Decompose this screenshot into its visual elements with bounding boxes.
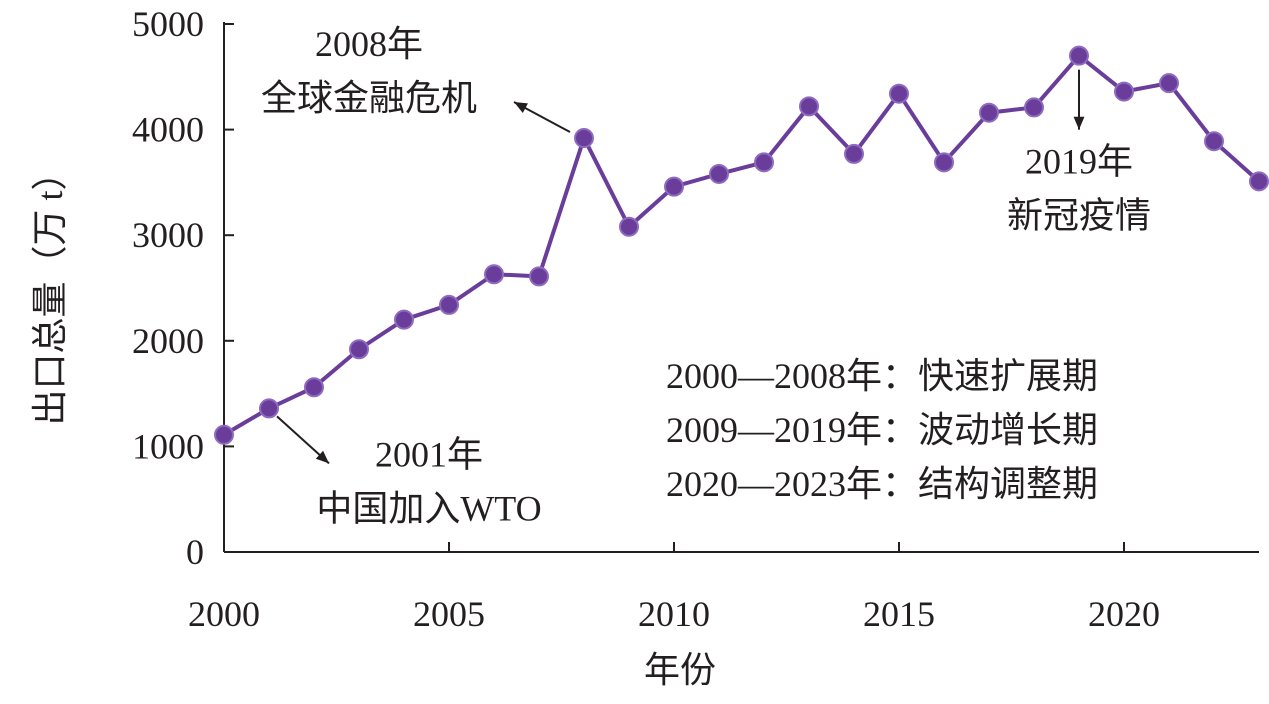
legend-line-1: 2000—2008年：快速扩展期 <box>666 356 1098 396</box>
data-point-2018 <box>1024 97 1044 118</box>
data-point-2022 <box>1204 131 1224 152</box>
x-tick-label: 2010 <box>638 594 710 634</box>
y-axis-title: 出口总量（万 t） <box>30 154 70 425</box>
data-point-2002 <box>304 377 324 398</box>
data-point-2021 <box>1159 73 1179 94</box>
data-point-2019 <box>1069 45 1089 66</box>
annotation-wto-line-1: 中国加入WTO <box>316 488 541 528</box>
x-tick-label: 2020 <box>1088 594 1160 634</box>
annotation-covid-line-0: 2019年 <box>1025 142 1133 182</box>
legend-line-3: 2020—2023年：结构调整期 <box>666 464 1098 504</box>
y-tick-label: 0 <box>186 532 204 572</box>
data-point-2007 <box>529 266 549 287</box>
x-tick-label: 2000 <box>188 594 260 634</box>
data-point-2011 <box>709 163 729 184</box>
annotation-wto-line-0: 2001年 <box>375 434 483 474</box>
legend-line-2: 2009—2019年：波动增长期 <box>666 410 1098 450</box>
data-point-2004 <box>394 309 414 330</box>
x-axis-title: 年份 <box>644 650 716 690</box>
annotation-arrowhead-wto <box>315 450 329 464</box>
data-point-2023 <box>1249 171 1269 192</box>
y-tick-label: 4000 <box>132 110 204 150</box>
y-tick-label: 1000 <box>132 426 204 466</box>
data-point-2016 <box>934 152 954 173</box>
data-point-2009 <box>619 216 639 237</box>
annotation-covid-line-1: 新冠疫情 <box>1007 196 1151 236</box>
data-point-2012 <box>754 152 774 173</box>
ticks: 0 1000 2000 3000 4000 5000 2000 2005 2010 2015 202… <box>132 4 1160 634</box>
y-tick-label: 5000 <box>132 4 204 44</box>
data-point-2003 <box>349 339 369 360</box>
data-point-2006 <box>484 264 504 285</box>
series-layer <box>214 45 1269 445</box>
data-point-2010 <box>664 176 684 197</box>
legend-text-block: 2000—2008年：快速扩展期 2009—2019年：波动增长期 2020—2… <box>666 356 1098 504</box>
data-point-2014 <box>844 143 864 164</box>
x-tick-label: 2015 <box>863 594 935 634</box>
data-point-2020 <box>1114 81 1134 102</box>
data-point-2001 <box>259 398 279 419</box>
y-tick-label: 2000 <box>132 321 204 361</box>
data-point-2005 <box>439 294 459 315</box>
annotation-crisis-line-1: 全球金融危机 <box>261 78 477 118</box>
data-point-2008 <box>574 128 594 149</box>
annotation-crisis-line-0: 2008年 <box>315 24 423 64</box>
annotation-arrowhead-covid <box>1073 116 1085 130</box>
axes <box>223 22 1259 553</box>
data-point-2017 <box>979 102 999 123</box>
y-tick-label: 3000 <box>132 215 204 255</box>
data-point-2013 <box>799 96 819 117</box>
data-point-2000 <box>214 424 234 445</box>
annotation-arrowhead-crisis <box>514 102 528 113</box>
data-point-2015 <box>889 83 909 104</box>
x-tick-label: 2005 <box>413 594 485 634</box>
